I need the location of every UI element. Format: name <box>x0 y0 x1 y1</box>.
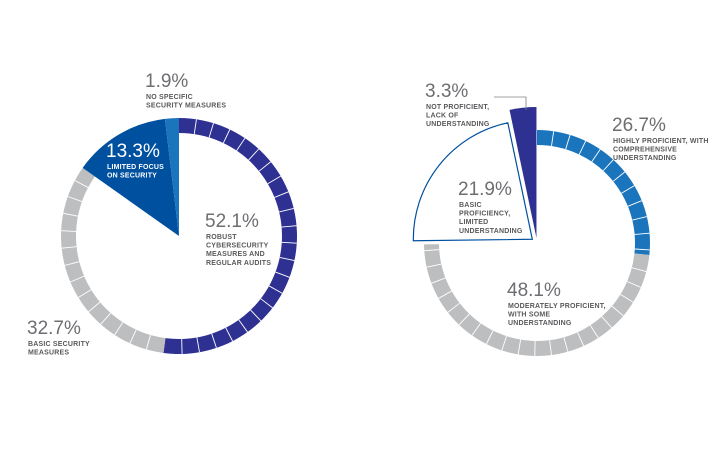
basic-security-value-label: 32.7% <box>27 318 81 339</box>
no-specific-category-label: SECURITY MEASURES <box>146 103 226 110</box>
leader-line <box>494 96 527 110</box>
highly-proficient-category-label: UNDERSTANDING <box>613 155 677 162</box>
basic-security-category-label: MEASURES <box>28 350 69 357</box>
pie-chart-proficiency: 26.7% HIGHLY PROFICIENT, WITH COMPREHENSIV… <box>412 81 709 357</box>
not-proficient-category-label: LACK OF <box>426 113 459 120</box>
not-proficient-category-label: UNDERSTANDING <box>426 121 490 128</box>
moderately-proficient-category-label: MODERATELY PROFICIENT, <box>508 303 606 310</box>
not-proficient-category-label: NOT PROFICIENT, <box>426 104 489 111</box>
slice-basic-security-measures <box>61 167 166 353</box>
basic-security-category-label: BASIC SECURITY <box>28 341 90 348</box>
slice-highly-proficient-with-comprehensive-understanding <box>537 130 650 256</box>
limited-focus-value-label: 13.3% <box>106 141 160 162</box>
not-proficient-value-label: 3.3% <box>425 81 468 102</box>
robust-category-label: ROBUST <box>206 234 237 241</box>
slice-no-specific-security-measures <box>164 118 179 236</box>
no-specific-value-label: 1.9% <box>145 71 188 92</box>
basic-proficiency-category-label: PROFICIENCY, <box>459 211 510 218</box>
basic-proficiency-category-label: LIMITED <box>459 219 488 226</box>
limited-focus-category-label: ON SECURITY <box>107 173 157 180</box>
highly-proficient-category-label: COMPREHENSIVE <box>613 147 677 154</box>
robust-value-label: 52.1% <box>205 211 259 232</box>
slice-basic-proficiency-limited-understanding <box>412 122 534 242</box>
robust-category-label: CYBERSECURITY <box>206 243 269 250</box>
basic-proficiency-value-label: 21.9% <box>458 179 512 200</box>
limited-focus-category-label: LIMITED FOCUS <box>107 164 164 171</box>
basic-proficiency-category-label: UNDERSTANDING <box>459 228 523 235</box>
basic-proficiency-category-label: BASIC <box>459 202 482 209</box>
slice-not-proficient-lack-of-understanding <box>509 107 537 239</box>
robust-category-label: MEASURES AND <box>206 251 265 258</box>
highly-proficient-value-label: 26.7% <box>612 115 666 136</box>
slice-moderately-proficient-with-some-understanding <box>424 244 650 357</box>
robust-category-label: REGULAR AUDITS <box>206 260 271 267</box>
slice-limited-focus-on-security <box>82 118 179 236</box>
moderately-proficient-value-label: 48.1% <box>507 280 561 301</box>
no-specific-category-label: NO SPECIFIC <box>146 94 193 101</box>
moderately-proficient-category-label: WITH SOME <box>508 312 550 319</box>
highly-proficient-category-label: HIGHLY PROFICIENT, WITH <box>613 138 709 145</box>
slice-robust-cybersecurity-measures-and-regular-audits <box>163 118 297 354</box>
moderately-proficient-category-label: UNDERSTANDING <box>508 320 572 327</box>
